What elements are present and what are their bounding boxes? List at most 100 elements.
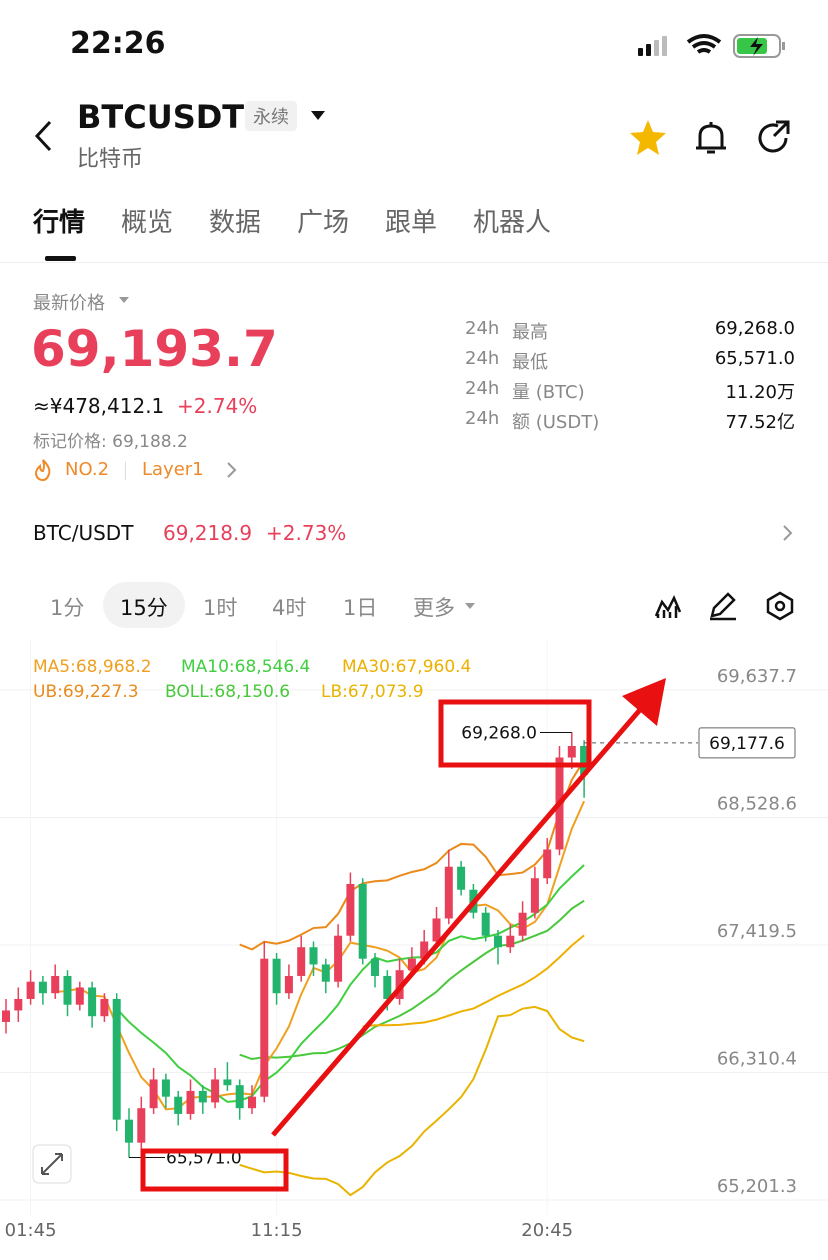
indicator: MA30:67,960.4 bbox=[342, 657, 471, 677]
indicator: LB:67,073.9 bbox=[321, 682, 424, 702]
ma30-line bbox=[362, 934, 585, 1028]
candle-body bbox=[407, 958, 416, 971]
stat-value: 69,268.0 bbox=[714, 318, 795, 339]
low-label: 65,571.0 bbox=[166, 1149, 242, 1169]
candle-body bbox=[346, 883, 355, 936]
candle-body bbox=[125, 1119, 133, 1143]
price-dropdown[interactable] bbox=[117, 295, 131, 305]
tab[interactable]: 行情 bbox=[33, 208, 86, 238]
candle-body bbox=[284, 975, 293, 994]
candle-body bbox=[149, 1079, 158, 1109]
interval[interactable]: 4时 bbox=[272, 596, 307, 620]
interval[interactable]: 15分 bbox=[120, 596, 168, 620]
candle-body bbox=[186, 1090, 195, 1114]
tab[interactable]: 跟单 bbox=[385, 208, 438, 238]
annotation-box bbox=[438, 699, 592, 768]
y-tick-label: 66,310.4 bbox=[717, 1048, 797, 1069]
tab[interactable]: 机器人 bbox=[473, 208, 552, 238]
stat-period: 24h bbox=[465, 378, 500, 399]
boll-mid bbox=[239, 899, 585, 1061]
status-time: 22:26 bbox=[70, 26, 166, 61]
stat-period: 24h bbox=[465, 318, 500, 339]
interval[interactable]: 1时 bbox=[203, 596, 238, 620]
price-label: 最新价格 bbox=[33, 293, 105, 314]
interval-active-bg bbox=[103, 582, 185, 628]
rank[interactable]: NO.2 bbox=[65, 459, 110, 480]
header-actions[interactable] bbox=[628, 118, 798, 158]
stat-value: 11.20万 bbox=[725, 382, 795, 403]
candle-body bbox=[235, 1085, 244, 1109]
last-price: 69,193.7 bbox=[31, 320, 278, 378]
candle-body bbox=[432, 918, 441, 942]
current-price-label: 69,177.6 bbox=[709, 734, 785, 754]
current-price-box bbox=[698, 727, 796, 759]
change: +2.74% bbox=[177, 394, 258, 418]
status-icons bbox=[638, 34, 785, 58]
expand-icon bbox=[41, 1153, 63, 1175]
candle-body bbox=[248, 1096, 256, 1109]
candle-body bbox=[198, 1090, 207, 1103]
stat-label: 最低 bbox=[512, 352, 548, 373]
annotation-box bbox=[140, 1148, 289, 1192]
tab-indicator bbox=[45, 256, 76, 261]
ma5-line bbox=[55, 800, 586, 1111]
tab[interactable]: 数据 bbox=[209, 208, 262, 238]
y-tick-label: 65,201.3 bbox=[717, 1176, 797, 1197]
candle-body bbox=[506, 935, 515, 948]
stat-period: 24h bbox=[465, 408, 500, 429]
candle-body bbox=[137, 1108, 146, 1143]
candle-body bbox=[358, 883, 367, 959]
candle-body bbox=[174, 1096, 183, 1114]
symbol: BTCUSDT bbox=[77, 98, 245, 136]
more-dropdown[interactable] bbox=[463, 601, 477, 611]
spot-price: 69,218.9 bbox=[163, 521, 253, 545]
candle-body bbox=[63, 975, 72, 1005]
spot-pair[interactable]: BTC/USDT bbox=[33, 521, 134, 545]
candle-body bbox=[371, 958, 379, 976]
stat-label: 量 (BTC) bbox=[512, 382, 585, 403]
candle-body bbox=[567, 746, 576, 758]
y-tick-label: 69,637.7 bbox=[717, 666, 797, 687]
candle-body bbox=[51, 975, 60, 994]
boll-lower bbox=[239, 1005, 585, 1197]
chart-tools[interactable] bbox=[650, 590, 800, 622]
separator bbox=[125, 462, 126, 480]
candle-body bbox=[383, 975, 392, 999]
indicator: BOLL:68,150.6 bbox=[165, 682, 290, 702]
candle-body bbox=[321, 964, 330, 982]
tab[interactable]: 概览 bbox=[121, 208, 174, 238]
stat-value: 77.52亿 bbox=[725, 412, 795, 433]
x-tick-label: 20:45 bbox=[521, 1220, 573, 1241]
stat-value: 65,571.0 bbox=[714, 348, 795, 369]
candle-body bbox=[88, 987, 97, 1017]
indicator: UB:69,227.3 bbox=[33, 682, 139, 702]
interval[interactable]: 1日 bbox=[343, 596, 378, 620]
candle-body bbox=[223, 1079, 232, 1086]
candle-body bbox=[297, 947, 306, 976]
y-tick-label: 68,528.6 bbox=[717, 793, 797, 814]
candle-body bbox=[26, 981, 35, 999]
subtitle: 比特币 bbox=[77, 147, 144, 172]
stat-label: 额 (USDT) bbox=[512, 412, 600, 433]
candle-body bbox=[420, 941, 429, 959]
high-label: 69,268.0 bbox=[461, 723, 537, 743]
back-button[interactable] bbox=[30, 118, 60, 154]
symbol-dropdown[interactable] bbox=[309, 108, 327, 122]
interval[interactable]: 更多 bbox=[413, 596, 455, 620]
sector[interactable]: Layer1 bbox=[142, 459, 204, 480]
interval[interactable]: 1分 bbox=[50, 596, 85, 620]
candle-body bbox=[309, 947, 318, 965]
indicator: MA5:68,968.2 bbox=[33, 657, 152, 677]
y-tick-label: 67,419.5 bbox=[717, 921, 797, 942]
candle-body bbox=[444, 866, 453, 919]
tab[interactable]: 广场 bbox=[297, 208, 350, 238]
candle-body bbox=[14, 998, 23, 1011]
candle-body bbox=[543, 849, 552, 879]
candle-body bbox=[2, 1010, 10, 1022]
candle-body bbox=[457, 866, 466, 890]
candle-body bbox=[211, 1079, 220, 1103]
divider bbox=[0, 262, 828, 263]
candle-body bbox=[100, 998, 109, 1017]
candle-body bbox=[334, 935, 343, 982]
